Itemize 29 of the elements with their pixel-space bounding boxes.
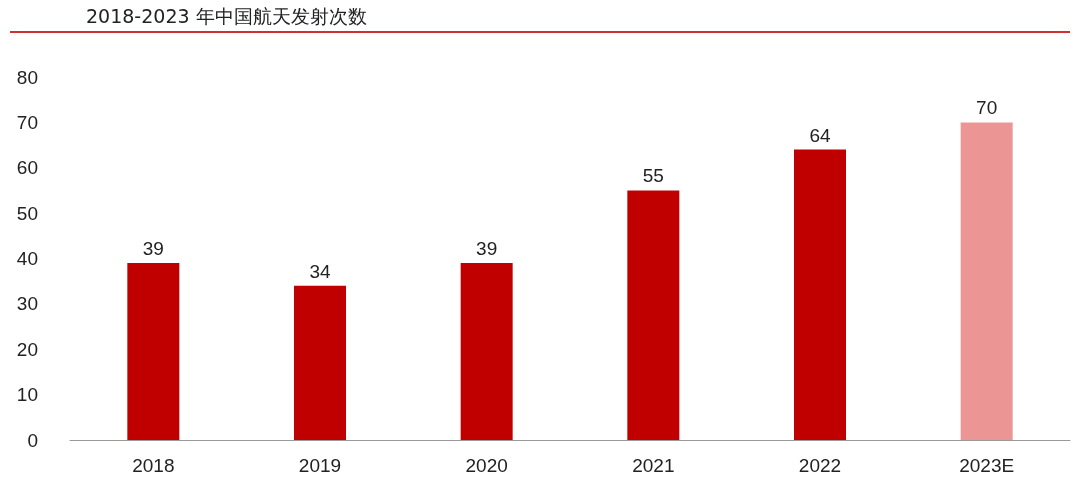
y-tick-label: 50 — [16, 202, 38, 224]
data-label: 39 — [142, 238, 164, 260]
bar — [960, 122, 1013, 440]
data-label: 34 — [309, 260, 331, 282]
y-tick-label: 60 — [16, 157, 38, 179]
y-tick-label: 40 — [16, 248, 38, 269]
bar — [794, 149, 846, 440]
data-label: 39 — [476, 238, 498, 260]
bar — [294, 285, 346, 440]
x-tick-label: 2018 — [132, 455, 175, 476]
x-tick-label: 2021 — [632, 455, 675, 476]
y-tick-label: 70 — [16, 111, 38, 133]
chart-title: 2018-2023 年中国航天发射次数 — [86, 4, 367, 29]
x-tick-label: 2022 — [798, 455, 842, 476]
header-rule: 2018-2023 年中国航天发射次数 — [10, 0, 1070, 33]
bar — [127, 263, 180, 440]
data-label: 70 — [976, 97, 998, 119]
y-tick-label: 10 — [16, 384, 38, 406]
y-tick-label: 20 — [16, 338, 38, 360]
y-tick-label: 30 — [16, 293, 38, 315]
bar — [460, 263, 513, 440]
x-tick-label: 2020 — [465, 455, 508, 476]
x-tick-label: 2019 — [298, 455, 342, 476]
data-label: 64 — [809, 124, 831, 146]
y-tick-label: 80 — [16, 66, 38, 88]
data-label: 55 — [642, 165, 664, 187]
bar — [627, 190, 680, 440]
x-tick-label: 2023E — [959, 455, 1015, 476]
y-tick-label: 0 — [27, 429, 38, 451]
